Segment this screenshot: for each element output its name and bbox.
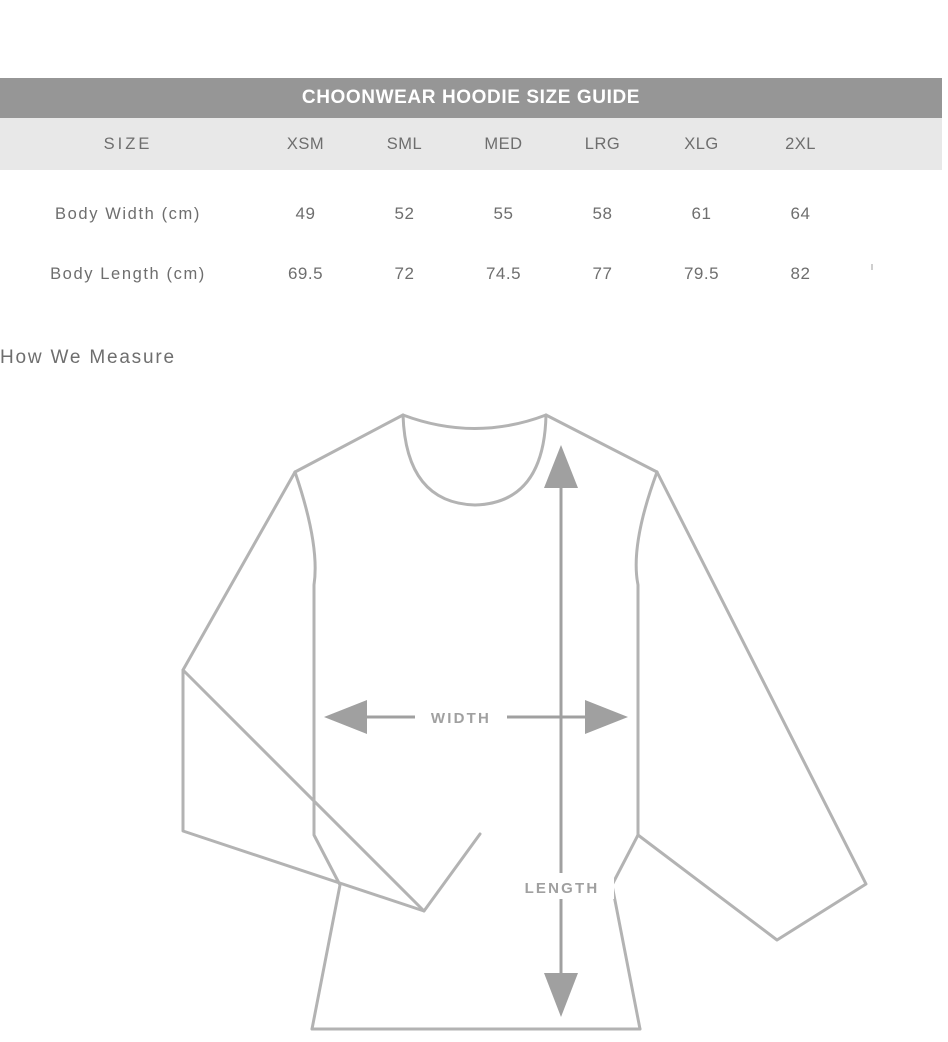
cell-body-width-2xl: 64 <box>790 204 811 223</box>
how-we-measure-heading: How We Measure <box>0 347 176 368</box>
cell-body-width-xsm: 49 <box>295 204 316 223</box>
left-sleeve-outline <box>181 470 482 913</box>
cell-body-length-xlg: 79.5 <box>683 264 720 283</box>
length-arrowhead-down <box>544 973 578 1017</box>
table-row: Body Width (cm) 49 52 55 58 61 64 <box>0 184 942 244</box>
column-header-lrg: LRG <box>584 134 621 153</box>
column-header-med: MED <box>484 134 523 153</box>
row-label-body-width: Body Width (cm) <box>55 204 201 223</box>
cell-body-length-xsm: 69.5 <box>287 264 324 283</box>
garment-measurement-diagram: LENGTH WIDTH <box>0 395 948 1042</box>
length-arrowhead-up <box>544 445 578 488</box>
column-header-xsm: XSM <box>286 134 325 153</box>
cell-body-length-lrg: 77 <box>592 264 613 283</box>
stray-artifact-mark <box>871 264 873 270</box>
width-measure-arrow: WIDTH <box>324 700 628 734</box>
cell-body-length-2xl: 82 <box>790 264 811 283</box>
column-header-2xl: 2XL <box>785 134 816 153</box>
left-sleeve-fold-line <box>181 668 426 913</box>
right-sleeve-outline <box>636 470 868 942</box>
length-label-backdrop <box>510 873 614 899</box>
table-row: Body Length (cm) 69.5 72 74.5 77 79.5 82 <box>0 244 942 304</box>
cell-body-width-sml: 52 <box>394 204 415 223</box>
left-side-seam <box>293 470 342 1031</box>
left-shoulder-line <box>293 413 405 474</box>
right-shoulder-line <box>544 413 659 474</box>
length-measure-arrow: LENGTH <box>510 445 614 1017</box>
cell-body-length-med: 74.5 <box>485 264 522 283</box>
column-header-size: SIZE <box>103 134 153 153</box>
size-header-row: SIZE XSM SML MED LRG XLG 2XL <box>0 118 942 170</box>
row-label-body-length: Body Length (cm) <box>50 264 206 283</box>
width-arrowhead-right <box>585 700 628 734</box>
size-guide-table: CHOONWEAR HOODIE SIZE GUIDE SIZE XSM SML… <box>0 78 942 304</box>
right-side-seam <box>610 470 659 1031</box>
page-title: CHOONWEAR HOODIE SIZE GUIDE <box>301 87 641 108</box>
column-header-sml: SML <box>386 134 423 153</box>
column-header-xlg: XLG <box>684 134 719 153</box>
cell-body-length-sml: 72 <box>394 264 415 283</box>
length-label: LENGTH <box>525 880 600 897</box>
width-label: WIDTH <box>431 710 491 727</box>
table-title-bar: CHOONWEAR HOODIE SIZE GUIDE <box>0 78 942 118</box>
neckline-curve <box>401 413 548 507</box>
row-gap <box>0 170 942 184</box>
hoodie-outline-group <box>181 413 868 1031</box>
cell-body-width-xlg: 61 <box>691 204 712 223</box>
width-label-backdrop <box>415 704 507 730</box>
neckline-top-edge <box>401 413 548 430</box>
width-arrowhead-left <box>324 700 367 734</box>
cell-body-width-lrg: 58 <box>592 204 613 223</box>
cell-body-width-med: 55 <box>493 204 514 223</box>
